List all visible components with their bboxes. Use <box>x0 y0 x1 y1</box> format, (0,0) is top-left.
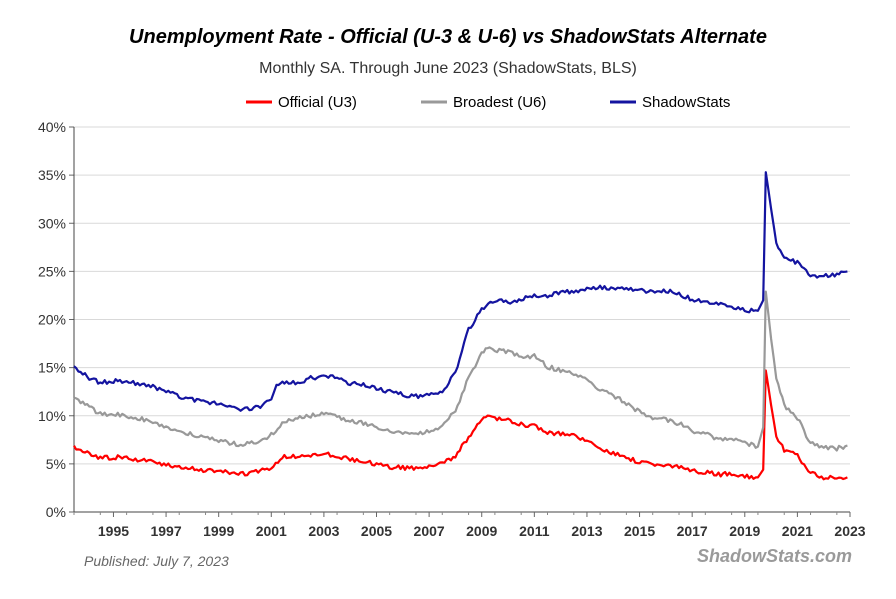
grid-lines <box>74 126 850 465</box>
series-lines <box>73 171 848 481</box>
x-tick-label: 2017 <box>677 523 708 539</box>
x-tick-label: 1995 <box>98 523 129 539</box>
legend-label: ShadowStats <box>642 94 730 111</box>
y-tick-label: 15% <box>38 360 66 376</box>
y-tick-label: 0% <box>46 504 66 520</box>
y-tick-label: 25% <box>38 263 66 279</box>
y-tick-label: 10% <box>38 408 66 424</box>
chart-subtitle: Monthly SA. Through June 2023 (ShadowSta… <box>259 60 637 77</box>
y-tick-label: 20% <box>38 312 66 328</box>
legend-label: Official (U3) <box>278 94 357 111</box>
x-axis: 1995 1997 1999 2001 2003 2005 2007 2009 2011 2013… <box>73 511 866 539</box>
x-tick-label: 2021 <box>782 523 813 539</box>
x-tick-label: 2015 <box>624 523 655 539</box>
y-tick-label: 30% <box>38 215 66 231</box>
x-tick-label: 2007 <box>414 523 445 539</box>
y-tick-label: 40% <box>38 119 66 135</box>
legend-label: Broadest (U6) <box>453 94 546 111</box>
x-tick-label: 2001 <box>256 523 287 539</box>
chart-title: Unemployment Rate - Official (U-3 & U-6)… <box>129 26 767 48</box>
x-tick-label: 1999 <box>203 523 234 539</box>
x-tick-label: 2005 <box>361 523 392 539</box>
y-tick-label: 5% <box>46 456 66 472</box>
x-tick-label: 2009 <box>466 523 497 539</box>
series-line-broadest-u6- <box>73 290 848 452</box>
legend: Official (U3) Broadest (U6) ShadowStats <box>246 94 730 111</box>
x-tick-label: 2023 <box>834 523 865 539</box>
series-line-shadowstats <box>73 171 848 412</box>
y-tick-label: 35% <box>38 167 66 183</box>
y-axis: 0% 5% 10% 15% 20% 25% 30% 35% 40% <box>38 119 75 520</box>
x-tick-label: 2011 <box>519 523 550 539</box>
x-tick-label: 2003 <box>308 523 339 539</box>
x-tick-label: 1997 <box>150 523 181 539</box>
x-tick-label: 2019 <box>729 523 760 539</box>
published-date: Published: July 7, 2023 <box>84 553 229 569</box>
brand-watermark: ShadowStats.com <box>696 546 852 566</box>
series-line-official-u3- <box>73 369 848 481</box>
x-tick-label: 2013 <box>571 523 602 539</box>
